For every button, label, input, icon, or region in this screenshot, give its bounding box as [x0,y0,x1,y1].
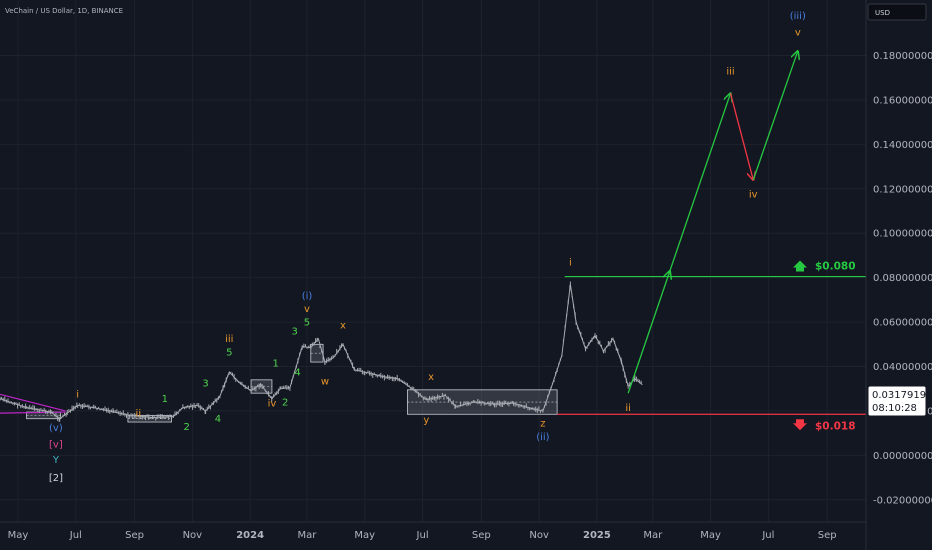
projection-leg [752,51,798,181]
wave-label: ii [136,408,142,419]
time-tick-label: Sep [472,530,491,541]
wave-label: i [76,390,79,401]
wave-label: iii [726,66,734,77]
grid [0,0,866,522]
channel-line [0,411,66,414]
wave-label: iv [749,190,758,201]
countdown-timer: 08:10:28 [872,403,917,414]
time-tick-label: May [354,530,375,541]
wave-label: 1 [273,359,279,370]
wave-label: w [321,376,329,387]
price-tick-label: -0.02000000 [873,495,932,506]
time-tick-label: 2025 [583,530,611,541]
time-tick-label: Mar [298,530,318,541]
price-series[interactable] [0,281,643,423]
wave-label: 2 [282,397,288,408]
price-levels: $0.080 $0.018 [557,260,866,432]
price-tick-label: 0.12000000 [873,184,932,195]
wave-labels: (iii)viiiiviiiz(ii)xyxw(i)v534iii512iv34… [49,11,806,484]
price-tick-label: 0.08000000 [873,273,932,284]
wave-label: (i) [302,291,313,302]
time-tick-label: Nov [529,530,549,541]
time-tick-label: Nov [183,530,203,541]
wave-label: y [423,415,429,426]
wave-label: x [340,321,346,332]
time-tick-label: Jul [761,530,774,541]
time-tick-label: May [8,530,29,541]
wave-label: (iii) [790,11,806,22]
wave-label: 4 [215,414,221,425]
wave-label: 2 [183,422,189,433]
wave-label: [2] [49,473,63,484]
price-tick-label: 0.00000000 [873,451,932,462]
price-tick-label: 0.04000000 [873,362,932,373]
wave-label: [v] [49,440,63,451]
wave-label: x [428,372,434,383]
wave-label: iii [225,334,233,345]
price-tick-label: 0.16000000 [873,95,932,106]
stop-level-label: $0.018 [815,420,856,432]
wave-projection [627,51,798,394]
wave-label: i [569,257,572,268]
wave-label: 3 [202,379,208,390]
time-tick-label: 2024 [236,530,264,541]
price-tick-label: 0.06000000 [873,318,932,329]
channel-line [0,393,66,412]
wave-label: iv [268,398,277,409]
target-level-label: $0.080 [815,261,856,273]
time-tick-label: Jul [69,530,82,541]
projection-midpoint-arrow [668,271,670,277]
currency-button[interactable]: USD [867,3,927,21]
price-tick-label: 0.10000000 [873,229,932,240]
wave-label: 5 [304,317,310,328]
time-tick-label: Jul [416,530,429,541]
wave-label: 5 [226,347,232,358]
time-tick-label: Sep [818,530,837,541]
wave-label: Y [52,455,60,466]
projection-leg [627,93,730,394]
wave-label: (ii) [536,432,549,443]
time-axis[interactable]: May Jul Sep Nov 2024 Mar May Jul Sep Nov 2025 Mar Ma… [8,530,837,541]
price-tick-label: 0.14000000 [873,140,932,151]
current-price-tag: 0.03179199 08:10:28 [867,385,932,417]
projection-leg [729,93,754,180]
price-line [0,284,643,420]
time-tick-label: Mar [643,530,663,541]
wave-label: 3 [291,326,297,337]
symbol-title: VeChain / US Dollar, 1D, BINANCE [5,7,123,15]
time-tick-label: Sep [125,530,144,541]
arrow-up-icon [793,260,807,272]
wave-label: z [540,418,545,429]
wedge-channel [0,393,66,414]
current-price-value: 0.03179199 [872,390,932,401]
wave-label: (v) [49,423,63,434]
wave-label: 4 [294,367,300,378]
currency-label: USD [875,9,890,17]
wave-label: v [304,304,310,315]
wave-label: 1 [162,394,168,405]
wave-label: ii [625,403,631,414]
time-tick-label: May [700,530,721,541]
price-tick-label: 0.18000000 [873,51,932,62]
arrow-down-icon [793,419,807,431]
wave-label: v [795,28,801,39]
